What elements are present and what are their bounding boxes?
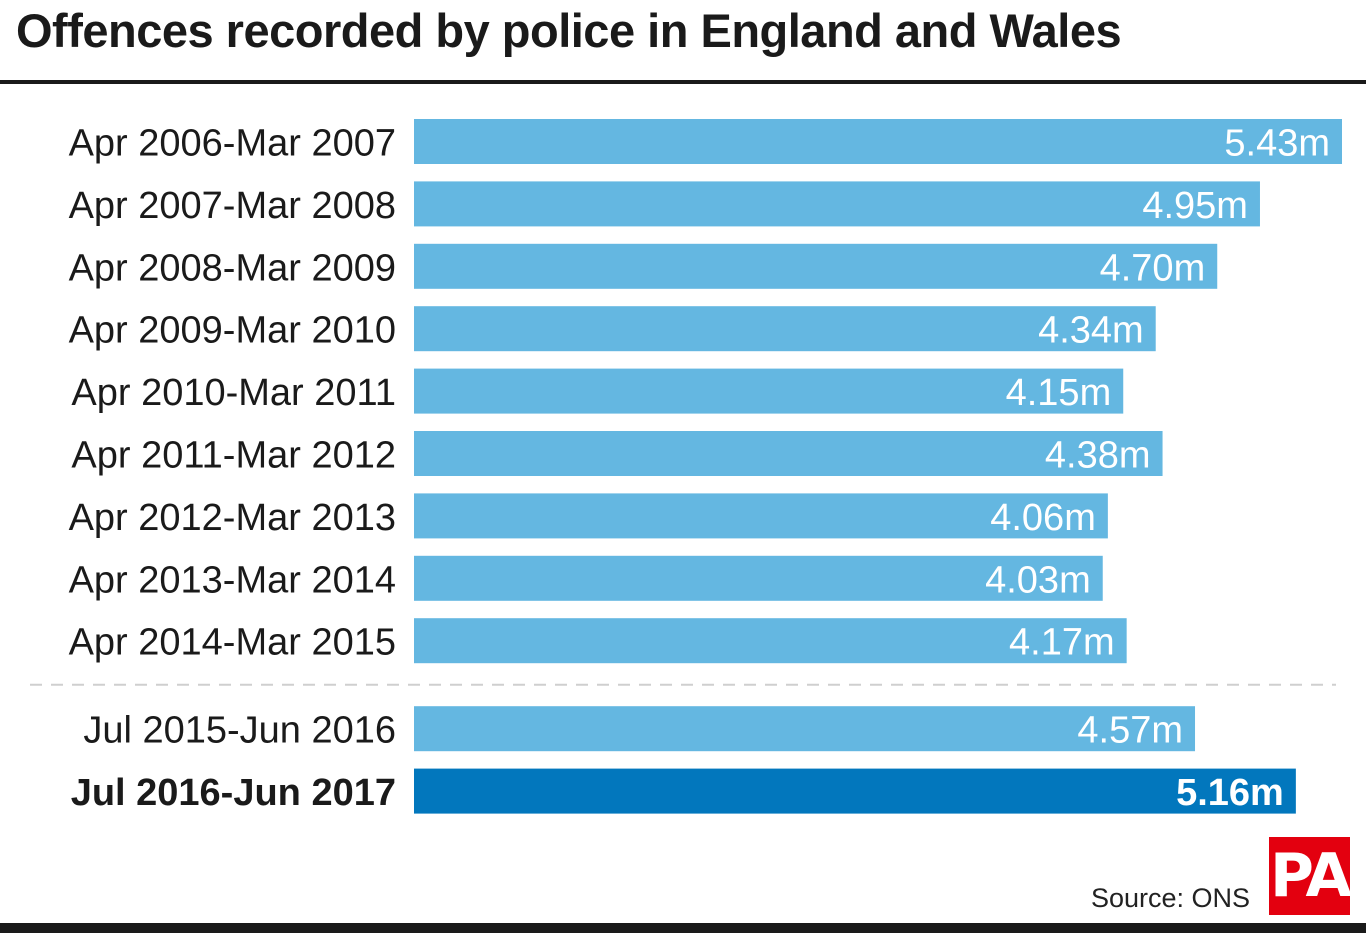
- category-label-3: Apr 2008-Mar 2009: [69, 247, 396, 289]
- bar-5: [414, 368, 1124, 414]
- bar-3: [414, 243, 1218, 289]
- bar-7: [414, 493, 1108, 539]
- category-label-10: Jul 2015-Jun 2016: [83, 710, 396, 752]
- value-label-4: 4.34m: [1038, 310, 1144, 352]
- value-label-1: 5.43m: [1224, 123, 1330, 165]
- bar-2: [414, 181, 1260, 227]
- category-label-6: Apr 2011-Mar 2012: [71, 435, 396, 477]
- bar-4: [414, 306, 1156, 352]
- value-label-5: 4.15m: [1006, 372, 1112, 414]
- category-label-7: Apr 2012-Mar 2013: [69, 497, 396, 539]
- category-label-9: Apr 2014-Mar 2015: [69, 622, 396, 664]
- bar-8: [414, 555, 1103, 601]
- category-label-5: Apr 2010-Mar 2011: [71, 372, 396, 414]
- bar-10: [414, 706, 1196, 752]
- value-label-8: 4.03m: [985, 559, 1091, 601]
- value-label-7: 4.06m: [990, 497, 1096, 539]
- category-label-2: Apr 2007-Mar 2008: [69, 185, 396, 227]
- value-label-11: 5.16m: [1176, 772, 1284, 814]
- category-label-1: Apr 2006-Mar 2007: [69, 123, 396, 165]
- chart-title: Offences recorded by police in England a…: [16, 4, 1122, 57]
- value-label-10: 4.57m: [1077, 710, 1183, 752]
- source-note: Source: ONS: [1090, 883, 1250, 913]
- category-label-4: Apr 2009-Mar 2010: [69, 310, 396, 352]
- bar-6: [414, 431, 1163, 476]
- bar-11: [414, 768, 1296, 814]
- bottom-divider: [0, 923, 1366, 933]
- bar-9: [414, 618, 1127, 664]
- pa-logo: PA: [1269, 837, 1352, 915]
- value-label-6: 4.38m: [1045, 435, 1151, 477]
- bar-1: [414, 119, 1342, 164]
- category-label-8: Apr 2013-Mar 2014: [69, 559, 396, 601]
- value-label-2: 4.95m: [1142, 185, 1248, 227]
- value-label-3: 4.70m: [1100, 247, 1206, 289]
- category-label-11: Jul 2016-Jun 2017: [71, 772, 396, 814]
- value-label-9: 4.17m: [1009, 622, 1115, 664]
- title-divider: [0, 80, 1366, 84]
